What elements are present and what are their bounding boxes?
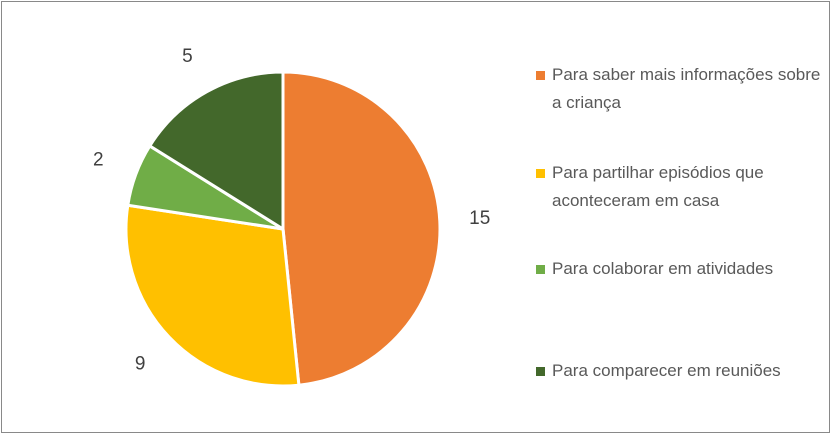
legend-swatch [536, 169, 545, 178]
legend-item: Para saber mais informações sobre a cria… [536, 61, 821, 117]
pie-slice [124, 203, 301, 388]
legend-label: Para colaborar em atividades [552, 259, 774, 278]
legend-item: Para comparecer em reuniões [536, 357, 821, 385]
legend-swatch [536, 71, 545, 80]
legend-label: Para partilhar episódios que aconteceram… [552, 163, 764, 210]
pie-slice [281, 70, 442, 387]
legend-item: Para colaborar em atividades [536, 255, 821, 283]
data-label: 15 [469, 208, 490, 229]
data-label: 9 [135, 354, 146, 375]
legend-swatch [536, 367, 545, 376]
legend-item: Para partilhar episódios que aconteceram… [536, 159, 821, 215]
pie-slice [147, 70, 285, 232]
legend-label: Para saber mais informações sobre a cria… [552, 65, 821, 112]
data-label: 5 [182, 46, 193, 67]
legend-label: Para comparecer em reuniões [552, 361, 781, 380]
legend-swatch [536, 265, 545, 274]
data-label: 2 [93, 150, 104, 171]
